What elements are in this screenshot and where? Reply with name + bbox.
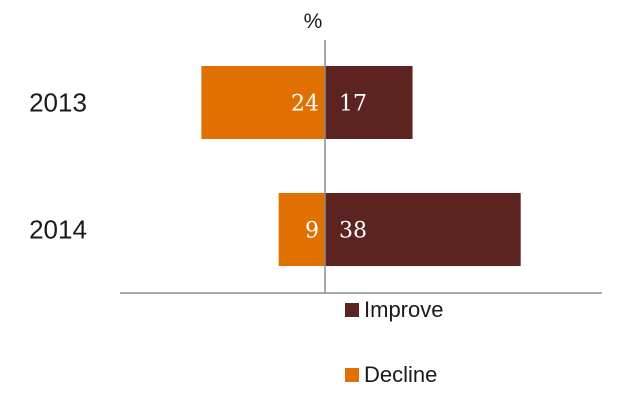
category-label-2014: 2014: [29, 215, 87, 245]
legend-swatch-decline: [345, 368, 359, 382]
data-label-improve-2013: 17: [339, 92, 367, 117]
bar-decline-2014: [278, 193, 325, 266]
legend: Improve Decline: [345, 297, 443, 387]
bars-group: 17 24 38 9: [201, 66, 521, 266]
bar-improve-2013: [325, 66, 413, 139]
unit-label: %: [304, 10, 323, 33]
data-label-decline-2014: 9: [305, 219, 319, 244]
category-labels: 2013 2014: [29, 88, 87, 245]
bar-decline-2013: [201, 66, 325, 139]
legend-label-improve: Improve: [364, 297, 443, 322]
data-label-improve-2014: 38: [339, 219, 367, 244]
bar-improve-2014: [325, 193, 521, 266]
data-label-decline-2013: 24: [291, 92, 319, 117]
legend-label-decline: Decline: [364, 362, 437, 387]
legend-swatch-improve: [345, 303, 359, 317]
category-label-2013: 2013: [29, 88, 87, 118]
